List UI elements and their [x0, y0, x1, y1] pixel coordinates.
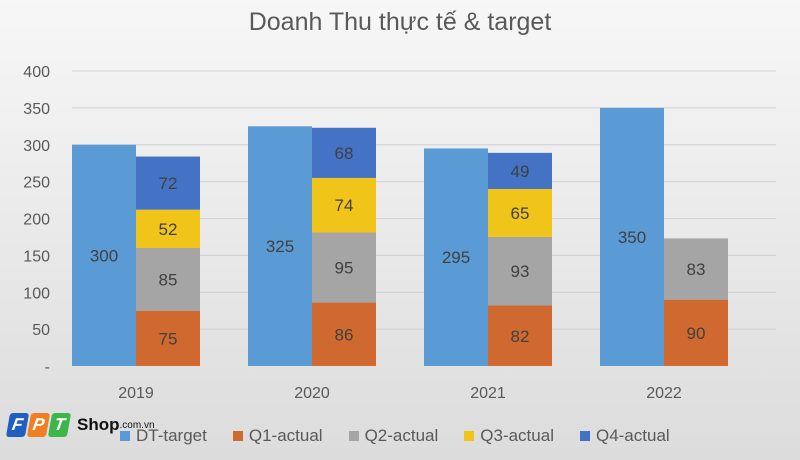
bar-q1-actual	[664, 299, 728, 366]
y-tick-label: 250	[23, 175, 50, 192]
data-label: 65	[511, 204, 530, 223]
legend-label: DT-target	[136, 426, 207, 445]
data-label: 68	[335, 144, 354, 163]
x-tick-label: 2020	[294, 385, 330, 402]
legend-swatch	[232, 431, 243, 441]
data-label: 85	[159, 270, 178, 289]
x-tick-label: 2021	[470, 385, 506, 402]
bar-q2-actual	[312, 232, 376, 303]
legend-label: Q3-actual	[480, 426, 554, 445]
legend-swatch	[348, 431, 359, 441]
bar-q1-actual	[136, 310, 200, 366]
y-tick-label: 100	[23, 285, 50, 302]
bar-dt-target	[600, 107, 664, 366]
data-label: 86	[335, 325, 354, 344]
logo-shop: Shop	[77, 415, 120, 434]
bar-q1-actual	[312, 302, 376, 366]
legend-item: Q4-actual	[579, 426, 670, 446]
x-tick-label: 2022	[646, 385, 682, 402]
legend: DT-target Q1-actual Q2-actual Q3-actual Q4-a…	[120, 426, 670, 446]
legend-label: Q4-actual	[595, 426, 670, 445]
legend-item: DT-target	[120, 426, 207, 446]
fpt-shop-logo: F P T Shop .com.vn	[5, 413, 155, 437]
y-tick-label: 50	[32, 322, 50, 339]
x-tick-label: 2019	[118, 385, 154, 402]
bar-q3-actual	[136, 209, 200, 248]
y-tick-label: 150	[23, 248, 50, 265]
bar-q3-actual	[312, 177, 376, 233]
y-tick-label: 200	[23, 212, 50, 229]
data-label: 72	[159, 174, 178, 193]
data-label: 95	[335, 259, 354, 278]
bar-q2-actual	[488, 236, 552, 306]
y-tick-label: 350	[23, 101, 50, 118]
data-label: 90	[687, 324, 706, 343]
logo-letter: F	[5, 413, 30, 437]
data-label: 93	[511, 262, 530, 281]
bar-q2-actual	[136, 248, 200, 311]
legend-swatch	[464, 431, 475, 441]
bar-q1-actual	[488, 305, 552, 366]
data-label: 350	[618, 228, 646, 247]
logo-domain: .com.vn	[119, 419, 155, 431]
bar-dt-target	[424, 148, 488, 366]
bar-q2-actual	[664, 238, 728, 300]
y-tick-label: 300	[23, 138, 50, 155]
data-label: 52	[159, 220, 178, 239]
data-label: 300	[90, 246, 118, 265]
legend-label: Q1-actual	[248, 426, 323, 445]
data-label: 49	[511, 162, 530, 181]
data-label: 295	[442, 248, 470, 267]
data-label: 83	[687, 260, 706, 279]
data-label: 74	[335, 196, 354, 215]
data-label: 82	[511, 327, 530, 346]
bar-q4-actual	[136, 156, 200, 210]
bar-dt-target	[248, 126, 312, 366]
bar-q4-actual	[488, 152, 552, 189]
y-tick-label: -	[45, 359, 50, 376]
data-label: 325	[266, 237, 294, 256]
y-tick-label: 400	[23, 64, 50, 81]
chart-title: Doanh Thu thực tế & target	[248, 8, 552, 36]
legend-swatch	[579, 431, 590, 441]
bar-q4-actual	[312, 127, 376, 178]
bar-dt-target	[72, 144, 136, 366]
legend-item: Q3-actual	[464, 426, 554, 446]
logo-letter: T	[47, 413, 72, 437]
data-label: 75	[159, 329, 178, 348]
legend-label: Q2-actual	[364, 426, 439, 445]
logo-letter: P	[26, 413, 51, 437]
bar-q3-actual	[488, 189, 552, 237]
legend-swatch	[120, 431, 130, 441]
legend-item: Q2-actual	[348, 426, 439, 446]
legend-item: Q1-actual	[232, 426, 323, 446]
